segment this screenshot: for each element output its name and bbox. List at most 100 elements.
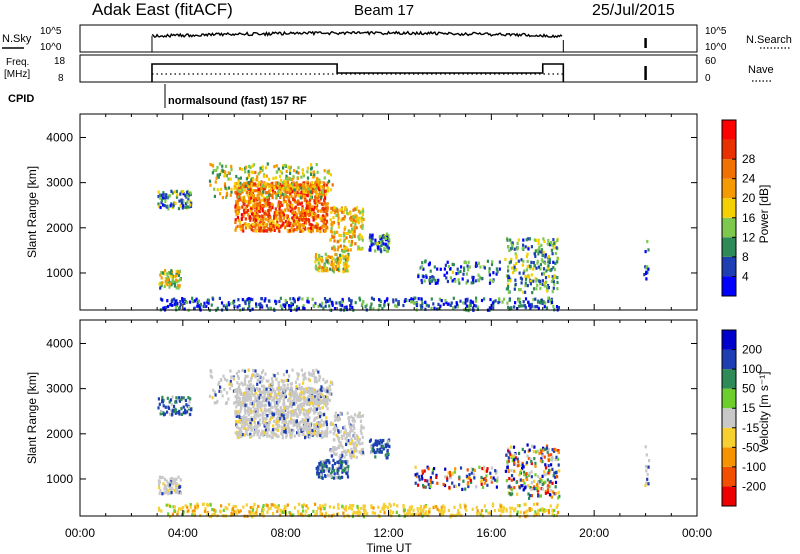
power-cell xyxy=(359,225,362,229)
power-cell xyxy=(229,193,232,197)
power-cell xyxy=(545,269,548,273)
power-cell xyxy=(526,259,529,263)
velocity-cell xyxy=(347,449,350,453)
power-swatch xyxy=(722,139,736,160)
power-cell xyxy=(310,166,313,170)
power-cell xyxy=(265,174,268,178)
velocity-cell xyxy=(386,506,389,510)
power-cell xyxy=(305,204,308,208)
power-cell xyxy=(456,267,459,271)
velocity-cell xyxy=(486,483,489,487)
velocity-cell xyxy=(557,450,560,454)
power-cell xyxy=(534,305,537,309)
velocity-cell xyxy=(240,381,243,385)
velocity-cell xyxy=(256,382,259,386)
velocity-cell xyxy=(240,424,244,429)
power-cell xyxy=(498,267,501,271)
velocity-cell xyxy=(307,386,310,390)
velocity-cell xyxy=(232,376,235,380)
power-cell xyxy=(336,240,339,244)
velocity-cell xyxy=(240,407,243,411)
velocity-cell xyxy=(263,422,266,426)
power-cell xyxy=(300,194,303,198)
power-cell xyxy=(241,205,244,209)
power-cell xyxy=(283,188,286,192)
power-cell xyxy=(344,255,347,259)
power-cell xyxy=(376,246,379,250)
velocity-cell xyxy=(305,421,308,425)
power-cell xyxy=(541,282,544,286)
power-cell xyxy=(342,262,346,266)
power-cell xyxy=(253,199,256,203)
velocity-cell xyxy=(376,441,379,445)
power-cell xyxy=(250,196,253,200)
velocity-cell xyxy=(262,416,266,420)
velocity-cell xyxy=(252,393,255,397)
power-cell xyxy=(330,222,333,227)
velocity-cell xyxy=(257,387,260,391)
power-cell xyxy=(221,196,224,200)
power-cell xyxy=(534,254,537,258)
power-cell xyxy=(175,271,178,275)
velocity-cell xyxy=(263,407,266,411)
velocity-cell xyxy=(243,416,246,420)
velocity-cell xyxy=(465,508,468,512)
power-cell xyxy=(260,192,263,196)
velocity-cell xyxy=(530,460,533,464)
power-cell xyxy=(169,204,172,208)
power-cell xyxy=(340,218,343,222)
power-cell xyxy=(280,217,283,221)
velocity-cell xyxy=(558,469,561,473)
power-cell xyxy=(260,229,263,233)
power-cell xyxy=(324,266,327,270)
velocity-cell xyxy=(297,433,300,437)
velocity-cell xyxy=(328,461,331,465)
velocity-cell xyxy=(325,433,328,437)
power-cell xyxy=(346,257,349,261)
power-cell xyxy=(168,285,171,289)
velocity-cell xyxy=(337,503,340,507)
power-cell xyxy=(434,278,437,282)
velocity-cell xyxy=(292,513,295,517)
velocity-cell xyxy=(274,505,277,509)
velocity-cell xyxy=(250,388,253,392)
velocity-cell xyxy=(287,426,290,430)
power-cell xyxy=(410,297,413,301)
velocity-cell xyxy=(313,409,316,413)
power-cell xyxy=(159,193,162,197)
power-cell xyxy=(437,302,440,306)
velocity-cell xyxy=(251,515,254,519)
nave-tick-top: 60 xyxy=(705,56,717,67)
power-cell xyxy=(526,265,529,269)
power-cell xyxy=(266,227,270,231)
velocity-cell xyxy=(256,431,259,435)
velocity-cell xyxy=(515,480,518,484)
velocity-cell xyxy=(218,389,221,393)
velocity-cell xyxy=(177,411,180,415)
velocity-cell xyxy=(174,483,177,488)
velocity-cell xyxy=(245,420,248,424)
power-swatch xyxy=(722,159,736,179)
velocity-cell xyxy=(259,390,262,394)
power-cell xyxy=(490,262,494,267)
freq-tick-bottom: 8 xyxy=(58,73,64,84)
velocity-cell xyxy=(317,388,320,393)
velocity-cell xyxy=(506,460,509,464)
velocity-cell xyxy=(271,398,274,402)
velocity-cell xyxy=(273,389,277,393)
velocity-cell xyxy=(422,483,425,488)
velocity-cell xyxy=(167,512,170,516)
velocity-cell xyxy=(440,511,443,515)
power-cell xyxy=(222,304,225,308)
velocity-cell xyxy=(372,448,375,452)
velocity-cell xyxy=(417,483,420,487)
power-cell xyxy=(246,223,249,227)
velocity-cell xyxy=(534,473,537,477)
velocity-cell xyxy=(296,393,299,397)
velocity-cell xyxy=(244,398,248,402)
velocity-cell xyxy=(479,512,482,516)
velocity-cell xyxy=(269,417,272,421)
power-cell xyxy=(289,184,292,188)
power-cell xyxy=(242,202,245,206)
